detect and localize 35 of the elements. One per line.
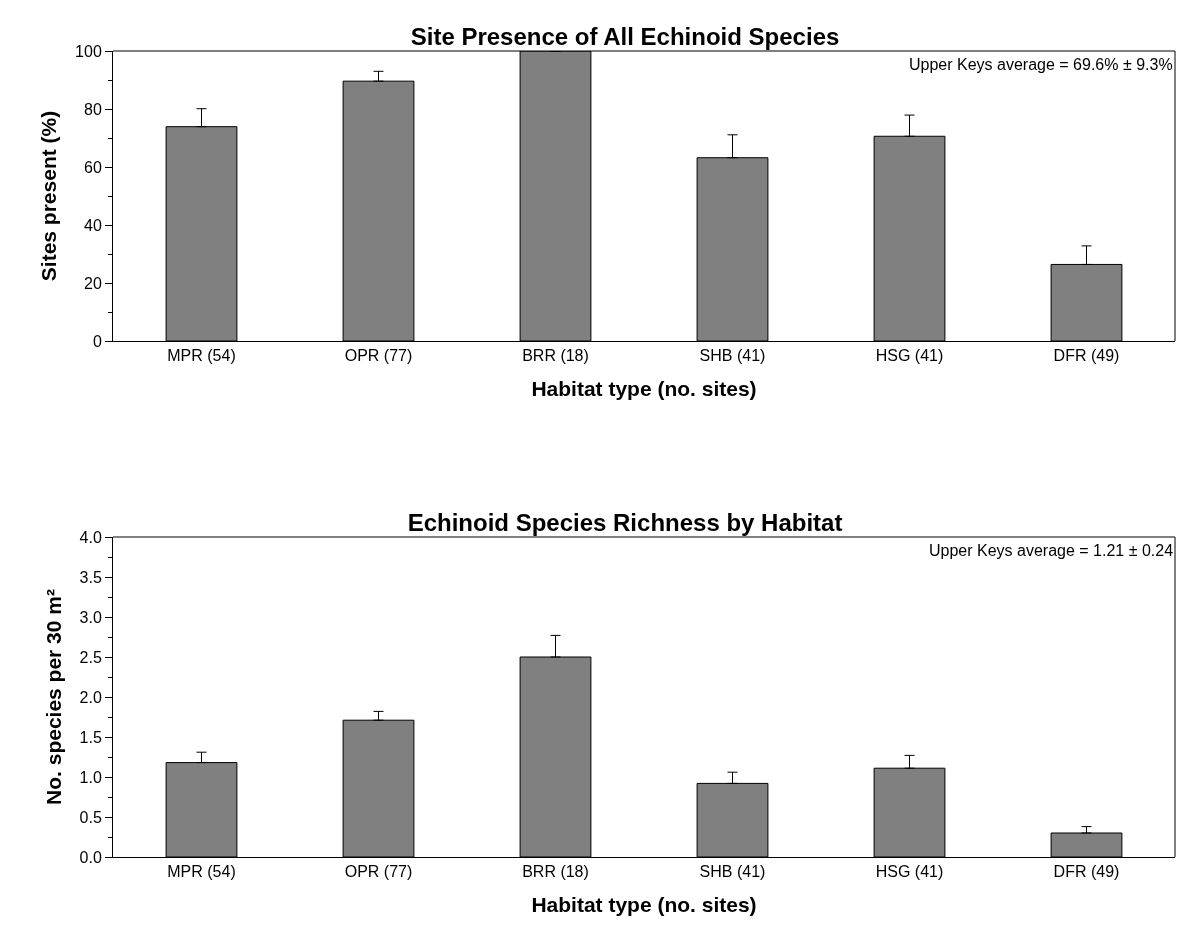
x-tick-label: DFR (49) <box>1053 347 1120 365</box>
y-tick-label: 4.0 <box>79 528 102 546</box>
y-tick-label: 2.5 <box>79 648 102 666</box>
y-axis-title: No. species per 30 m² <box>41 589 65 805</box>
y-tick-label: 1.0 <box>79 768 102 786</box>
y-tick-label: 0.5 <box>79 808 102 826</box>
y-tick-label: 100 <box>75 42 102 60</box>
x-tick-label: SHB (41) <box>699 863 766 881</box>
x-tick-label: OPR (77) <box>344 863 413 881</box>
annotation: Upper Keys average = 69.6% ± 9.3% <box>909 56 1173 73</box>
y-tick-label: 20 <box>84 274 102 292</box>
y-tick-label: 0 <box>92 332 102 350</box>
x-tick-label: MPR (54) <box>167 863 236 881</box>
x-axis-title: Habitat type (no. sites) <box>531 377 757 401</box>
y-tick-label: 60 <box>84 158 102 176</box>
x-axis-title: Habitat type (no. sites) <box>531 893 757 917</box>
y-tick-label: 1.5 <box>79 728 102 746</box>
y-tick-label: 0.0 <box>79 848 102 866</box>
y-axis-title: Sites present (%) <box>37 110 61 282</box>
x-tick-label: BRR (18) <box>522 347 589 365</box>
x-tick-label: HSG (41) <box>875 347 944 365</box>
y-tick-label: 80 <box>84 100 102 118</box>
y-tick-label: 40 <box>84 216 102 234</box>
x-tick-label: MPR (54) <box>167 347 236 365</box>
y-tick-label: 3.0 <box>79 608 102 626</box>
chart-title: Site Presence of All Echinoid Species <box>410 23 840 50</box>
x-tick-label: HSG (41) <box>875 863 944 881</box>
annotation: Upper Keys average = 1.21 ± 0.24 <box>929 542 1174 559</box>
y-tick-label: 3.5 <box>79 568 102 586</box>
x-tick-label: BRR (18) <box>522 863 589 881</box>
chart-title: Echinoid Species Richness by Habitat <box>407 509 843 536</box>
x-tick-label: SHB (41) <box>699 347 766 365</box>
x-tick-label: DFR (49) <box>1053 863 1120 881</box>
x-tick-label: OPR (77) <box>344 347 413 365</box>
y-tick-label: 2.0 <box>79 688 102 706</box>
